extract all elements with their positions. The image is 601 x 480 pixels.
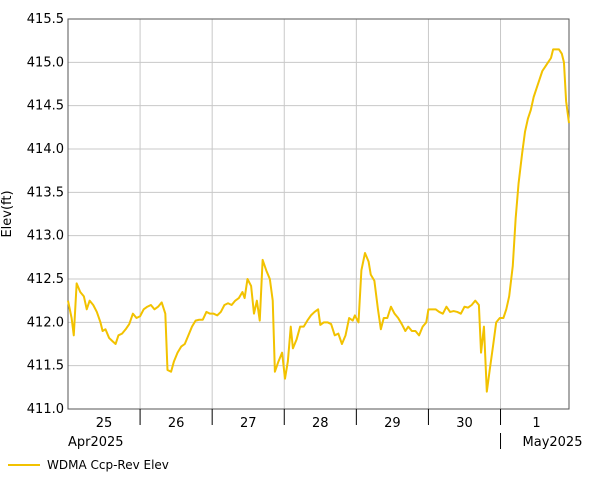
y-axis-label: Elev(ft)	[0, 190, 15, 237]
x-tick-label: 30	[456, 416, 473, 431]
y-tick-label: 415.0	[27, 55, 64, 70]
x-axis: 25 26 27 28 29 30 1 Apr2025 May2025	[68, 409, 582, 450]
x-tick-label: 28	[312, 416, 329, 431]
x-tick-label: 27	[240, 416, 257, 431]
x-month-label: Apr2025	[68, 435, 124, 450]
legend: WDMA Ccp-Rev Elev	[8, 458, 169, 472]
grid	[67, 18, 569, 410]
y-tick-label: 411.5	[27, 359, 64, 374]
x-tick-label: 1	[532, 416, 540, 431]
plot-frame	[67, 18, 570, 410]
y-tick-label: 411.0	[27, 402, 64, 417]
y-tick-label: 414.5	[27, 99, 64, 114]
x-tick-label: 29	[384, 416, 401, 431]
y-tick-label: 414.0	[27, 142, 64, 157]
y-axis: 411.0 411.5 412.0 412.5 413.0 413.5 414.0 414.5…	[27, 12, 64, 417]
x-tick-label: 26	[168, 416, 185, 431]
y-tick-label: 412.5	[27, 272, 64, 287]
x-tick-label: 25	[96, 416, 113, 431]
y-tick-label: 412.0	[27, 315, 64, 330]
series-line	[67, 48, 570, 393]
legend-label: WDMA Ccp-Rev Elev	[47, 458, 169, 472]
y-tick-label: 413.5	[27, 185, 64, 200]
y-tick-label: 413.0	[27, 229, 64, 244]
y-tick-label: 415.5	[27, 12, 64, 27]
x-month-label: May2025	[523, 435, 583, 450]
